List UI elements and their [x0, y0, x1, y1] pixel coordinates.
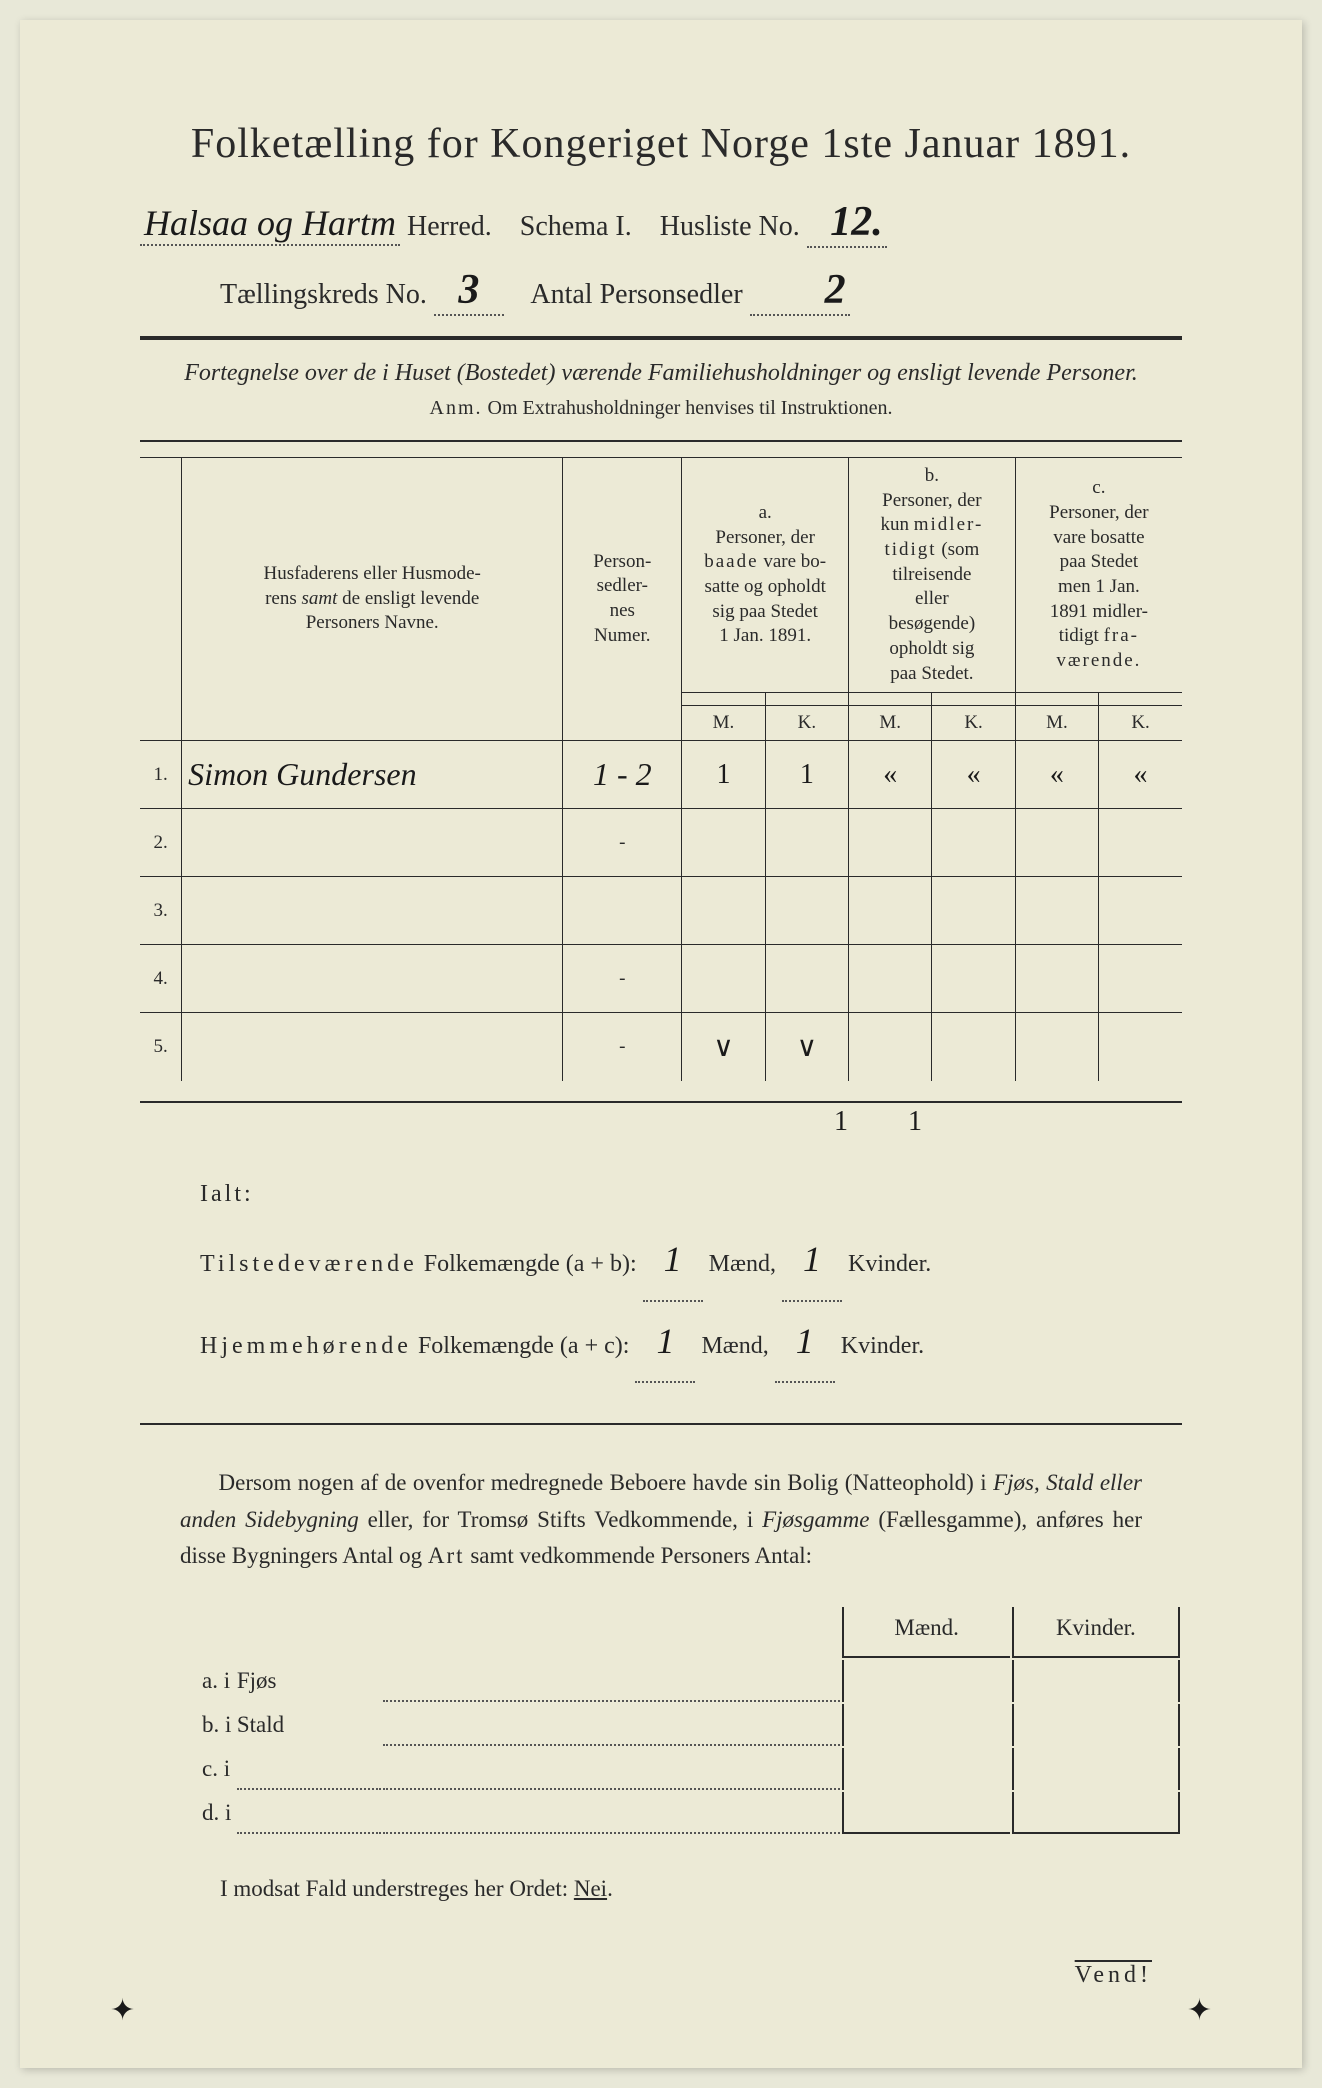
divider-4 — [140, 1423, 1182, 1425]
census-form-page: Folketælling for Kongeriget Norge 1ste J… — [20, 20, 1302, 2068]
kreds-value: 3 — [434, 266, 504, 316]
building-table: Mænd. Kvinder. a. i Fjøs b. i Stald c. i… — [140, 1605, 1182, 1836]
col-header-numer: Person-sedler-nesNumer. — [563, 458, 682, 741]
herred-label: Herred. — [407, 211, 492, 242]
table-row: 5. - ∨ ∨ — [140, 1013, 1182, 1081]
person-name: Simon Gundersen — [188, 756, 416, 792]
col-a-k: K. — [765, 706, 848, 741]
building-row: c. i — [142, 1748, 1180, 1790]
col-c-m: M. — [1015, 706, 1098, 741]
personsedler-label: Antal Personsedler — [530, 279, 742, 310]
col-c-k: K. — [1099, 706, 1182, 741]
summary-section: Ialt: Tilstedeværende Folkemængde (a + b… — [200, 1168, 1182, 1383]
col-a-m: M. — [682, 706, 765, 741]
summary-line-1: Tilstedeværende Folkemængde (a + b): 1 M… — [200, 1220, 1182, 1301]
vend-label: Vend! — [140, 1962, 1152, 1989]
tally-row: 1 1 — [140, 1106, 1182, 1138]
col-header-name: Husfaderens eller Husmode-rens samt de e… — [182, 458, 563, 741]
table-row: 2. - — [140, 809, 1182, 877]
subtitle: Fortegnelse over de i Huset (Bostedet) v… — [140, 360, 1182, 387]
husliste-label: Husliste No. — [660, 211, 800, 242]
col-header-b: b.Personer, derkun midler-tidigt (somtil… — [849, 458, 1016, 693]
divider-1 — [140, 336, 1182, 340]
building-row: d. i — [142, 1792, 1180, 1834]
bottom-note: I modsat Fald understreges her Ordet: Ne… — [220, 1876, 1182, 1902]
personsedler-value: 2 — [750, 266, 850, 316]
schema-label: Schema I. — [520, 211, 632, 242]
building-row: b. i Stald — [142, 1704, 1180, 1746]
col-header-blank — [140, 458, 182, 741]
corner-mark-icon: ✦ — [110, 1993, 135, 2028]
table-row: 3. — [140, 877, 1182, 945]
divider-2 — [140, 440, 1182, 442]
header-line-2: Tællingskreds No. 3 Antal Personsedler 2 — [140, 266, 1182, 316]
kreds-label: Tællingskreds No. — [220, 279, 427, 310]
anm-note: Anm. Anm. Om Extrahusholdninger henvises… — [140, 397, 1182, 420]
building-header: Mænd. Kvinder. — [142, 1607, 1180, 1658]
col-b-m: M. — [849, 706, 932, 741]
building-row: a. i Fjøs — [142, 1660, 1180, 1702]
col-header-a: a.Personer, derbaade vare bo-satte og op… — [682, 458, 849, 693]
summary-line-2: Hjemmehørende Folkemængde (a + c): 1 Mæn… — [200, 1302, 1182, 1383]
col-header-c: c.Personer, dervare bosattepaa Stedetmen… — [1015, 458, 1182, 693]
divider-3 — [140, 1101, 1182, 1103]
header-line-1: Halsaa og Hartm Herred. Schema I. Huslis… — [140, 198, 1182, 248]
herred-value: Halsaa og Hartm — [140, 202, 400, 246]
ialt-label: Ialt: — [200, 1168, 1182, 1221]
corner-mark-icon: ✦ — [1187, 1993, 1212, 2028]
note-section: Dersom nogen af de ovenfor medregnede Be… — [180, 1465, 1142, 1575]
form-title: Folketælling for Kongeriget Norge 1ste J… — [140, 120, 1182, 168]
census-table: Husfaderens eller Husmode-rens samt de e… — [140, 457, 1182, 1081]
table-row: 1. Simon Gundersen 1 - 2 1 1 « « « « — [140, 741, 1182, 809]
husliste-value: 12. — [807, 198, 887, 248]
col-b-k: K. — [932, 706, 1015, 741]
table-row: 4. - — [140, 945, 1182, 1013]
